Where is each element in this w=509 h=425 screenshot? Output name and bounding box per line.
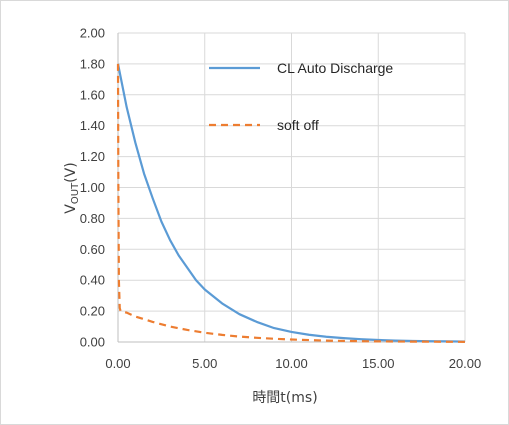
series-lines xyxy=(116,63,466,343)
legend-label-soft-off: soft off xyxy=(277,117,319,133)
x-axis-title: 時間t(ms) xyxy=(252,390,317,406)
y-tick-label: 1.20 xyxy=(80,149,105,164)
x-tick-label: 5.00 xyxy=(192,356,217,371)
y-axis-title-subscript: OUT xyxy=(70,182,81,204)
y-axis-title-unit: (V) xyxy=(63,162,79,183)
x-tick-label: 20.00 xyxy=(449,356,482,371)
y-tick-label: 1.00 xyxy=(80,180,105,195)
y-tick-label: 1.60 xyxy=(80,87,105,102)
legend: CL Auto Discharge soft off xyxy=(209,60,393,133)
y-tick-label: 0.40 xyxy=(80,273,105,288)
y-tick-label: 1.40 xyxy=(80,118,105,133)
grid-lines xyxy=(118,32,466,342)
y-tick-labels: 0.00 0.20 0.40 0.60 0.80 1.00 1.20 1.40 1.60 1.80… xyxy=(80,26,105,350)
y-axis-title-main: V xyxy=(63,204,79,214)
x-tick-label: 0.00 xyxy=(105,356,130,371)
y-tick-label: 0.00 xyxy=(80,335,105,350)
y-tick-label: 2.00 xyxy=(80,26,105,41)
x-tick-labels: 0.00 5.00 10.00 15.00 20.00 xyxy=(105,356,481,371)
x-tick-label: 15.00 xyxy=(362,356,395,371)
y-axis-title: VOUT(V) xyxy=(63,162,81,213)
x-tick-label: 10.00 xyxy=(275,356,308,371)
y-tick-label: 0.80 xyxy=(80,211,105,226)
y-tick-label: 0.20 xyxy=(80,304,105,319)
y-tick-label: 0.60 xyxy=(80,242,105,257)
legend-label-cl-auto-discharge: CL Auto Discharge xyxy=(277,60,393,76)
series-line-soft-off xyxy=(116,63,466,343)
y-tick-label: 1.80 xyxy=(80,56,105,71)
